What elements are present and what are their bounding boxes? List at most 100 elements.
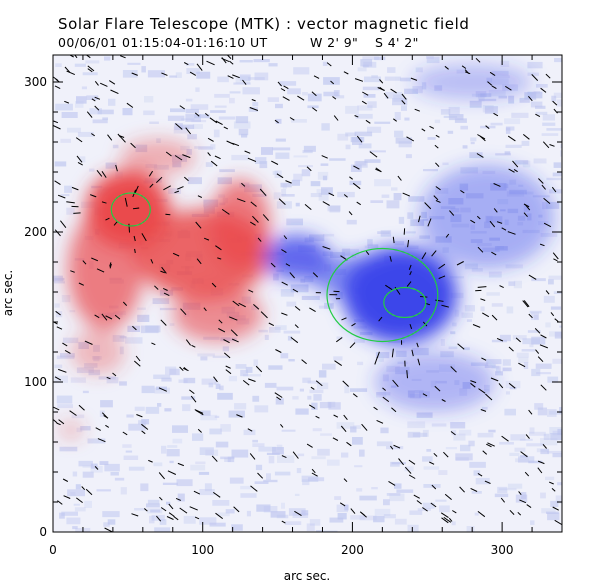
transverse-vector (311, 107, 318, 112)
transverse-vector (523, 203, 530, 208)
noise-speckle (245, 366, 253, 373)
transverse-vector (250, 201, 257, 207)
noise-speckle (394, 518, 407, 525)
transverse-vector (472, 324, 481, 328)
noise-speckle (386, 493, 401, 496)
transverse-vector (435, 200, 441, 203)
noise-speckle (460, 125, 468, 130)
transverse-vector (281, 249, 287, 254)
noise-speckle (351, 254, 357, 258)
noise-speckle (364, 245, 369, 249)
transverse-vector (333, 115, 339, 121)
noise-speckle (72, 526, 78, 530)
noise-speckle (277, 455, 295, 463)
noise-speckle (86, 95, 99, 100)
noise-speckle (458, 429, 472, 436)
transverse-vector (310, 386, 315, 390)
noise-speckle (374, 179, 391, 187)
transverse-vector (282, 96, 290, 101)
transverse-vector (512, 160, 519, 168)
transverse-vector (53, 124, 61, 130)
transverse-vector (255, 365, 263, 373)
noise-speckle (540, 449, 550, 455)
transverse-vector (223, 339, 230, 344)
noise-speckle (254, 405, 269, 413)
noise-speckle (540, 492, 546, 499)
transverse-vector (249, 107, 259, 111)
noise-speckle (541, 133, 559, 136)
noise-speckle (385, 91, 403, 99)
noise-speckle (185, 98, 193, 102)
noise-speckle (386, 446, 404, 450)
transverse-vector (69, 410, 77, 416)
noise-speckle (344, 385, 350, 394)
noise-speckle (495, 366, 501, 373)
transverse-vector (551, 186, 557, 193)
noise-speckle (549, 410, 562, 415)
transverse-vector (464, 69, 470, 75)
transverse-vector (518, 491, 522, 496)
noise-speckle (241, 133, 248, 138)
noise-speckle (104, 56, 111, 61)
noise-speckle (162, 482, 178, 485)
transverse-vector (496, 221, 503, 224)
negative-polarity-region (412, 64, 533, 100)
noise-speckle (371, 487, 378, 490)
transverse-vector (110, 89, 119, 95)
transverse-vector (242, 380, 250, 386)
transverse-vector (450, 431, 456, 436)
transverse-vector (385, 284, 393, 291)
transverse-vector (213, 491, 221, 498)
transverse-vector (281, 455, 287, 459)
noise-speckle (181, 396, 196, 400)
transverse-vector (185, 339, 191, 346)
transverse-vector (94, 80, 99, 86)
transverse-vector (251, 99, 256, 102)
noise-speckle (253, 59, 270, 63)
noise-speckle (494, 493, 509, 498)
transverse-vector (522, 134, 530, 140)
transverse-vector (294, 306, 301, 311)
transverse-vector (476, 215, 481, 220)
transverse-vector (311, 468, 316, 474)
transverse-vector (114, 314, 121, 320)
noise-speckle (362, 56, 379, 60)
transverse-vector (315, 415, 320, 419)
transverse-vector (223, 352, 231, 359)
transverse-vector (449, 210, 455, 216)
transverse-vector (528, 274, 537, 280)
transverse-vector (297, 95, 305, 101)
noise-speckle (292, 513, 309, 518)
noise-speckle (550, 306, 561, 310)
noise-speckle (345, 132, 357, 137)
noise-speckle (423, 466, 440, 470)
noise-speckle (281, 502, 285, 509)
transverse-vector (482, 450, 488, 455)
transverse-vector (53, 406, 60, 411)
transverse-vector (416, 500, 422, 505)
noise-speckle (128, 423, 146, 431)
field-contours (110, 192, 439, 343)
y-tick-label: 200 (24, 225, 47, 239)
transverse-vector (349, 176, 354, 180)
noise-speckle (322, 363, 336, 370)
transverse-vector (204, 237, 210, 241)
noise-speckle (404, 88, 418, 94)
noise-speckle (274, 471, 291, 476)
noise-speckle (392, 98, 408, 106)
transverse-vector (196, 63, 203, 71)
noise-speckle (530, 101, 543, 108)
transverse-vector (456, 261, 464, 266)
transverse-vector (382, 387, 386, 391)
transverse-vector (211, 282, 217, 288)
transverse-vector (70, 270, 75, 273)
transverse-vector (94, 105, 100, 111)
noise-speckle (256, 504, 271, 512)
noise-speckle (310, 193, 322, 198)
transverse-vector (215, 120, 223, 126)
noise-speckle (477, 432, 494, 438)
noise-speckle (208, 382, 214, 388)
noise-speckle (318, 370, 327, 378)
noise-speckle (426, 56, 440, 64)
transverse-vector (225, 365, 231, 369)
